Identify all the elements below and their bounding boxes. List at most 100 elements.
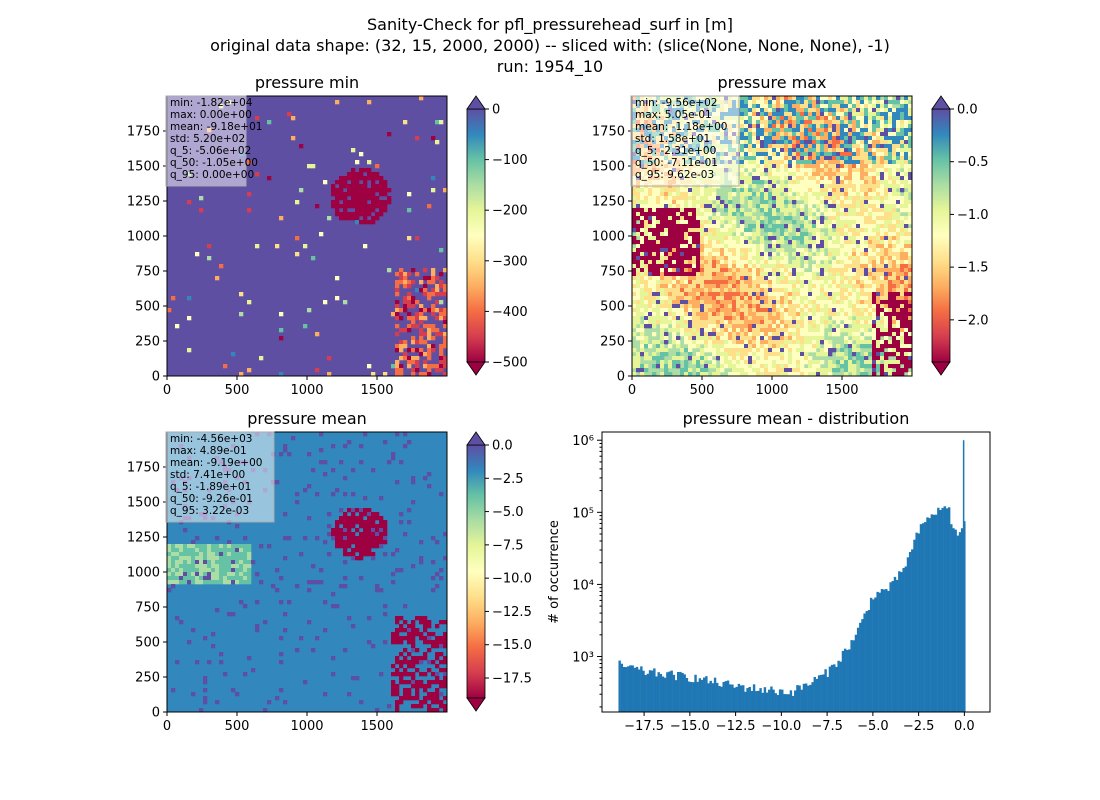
heatmap-cell — [772, 168, 777, 173]
heatmap-cell — [692, 336, 697, 341]
heatmap-cell — [784, 144, 789, 149]
heatmap-cell — [880, 288, 885, 293]
heatmap-cell — [884, 216, 889, 221]
heatmap-cell — [748, 164, 753, 169]
heatmap-cell — [780, 124, 785, 129]
heatmap-cell — [680, 228, 685, 233]
heatmap-cell — [872, 188, 877, 193]
heatmap-cell — [652, 276, 657, 281]
heatmap-cell — [896, 164, 901, 169]
heatmap-cell — [772, 276, 777, 281]
heatmap-cell — [724, 224, 729, 229]
heatmap-cell — [684, 292, 689, 297]
heatmap-cell — [708, 312, 713, 317]
heatmap-cell — [371, 184, 376, 189]
heatmap-cell — [688, 188, 693, 193]
heatmap-cell — [824, 160, 829, 165]
heatmap-cell — [880, 172, 885, 177]
heatmap-cell — [664, 368, 669, 373]
heatmap-cell — [776, 148, 781, 153]
heatmap-cell — [820, 312, 825, 317]
heatmap-cell — [704, 312, 709, 317]
heatmap-cell — [856, 100, 861, 105]
heatmap-cell — [696, 340, 701, 345]
heatmap-cell — [876, 368, 881, 373]
heatmap-cell — [796, 356, 801, 361]
heatmap-cell — [800, 204, 805, 209]
heatmap-cell — [744, 324, 749, 329]
heatmap-cell — [744, 132, 749, 137]
heatmap-cell — [904, 304, 909, 309]
heatmap-cell — [776, 268, 781, 273]
heatmap-cell — [768, 120, 773, 125]
heatmap-cell — [395, 300, 400, 305]
heatmap-cell — [732, 324, 737, 329]
heatmap-cell — [868, 148, 873, 153]
heatmap-cell — [808, 196, 813, 201]
heatmap-cell — [856, 204, 861, 209]
heatmap-cell — [672, 304, 677, 309]
heatmap-cell — [371, 220, 376, 225]
heatmap-cell — [872, 300, 877, 305]
heatmap-cell — [788, 100, 793, 105]
heatmap-cell — [884, 124, 889, 129]
heatmap-cell — [828, 96, 833, 101]
heatmap-cell — [900, 344, 905, 349]
heatmap-cell — [652, 256, 657, 261]
heatmap-cell — [716, 344, 721, 349]
heatmap-cell — [692, 232, 697, 237]
heatmap-cell — [804, 136, 809, 141]
heatmap-cell — [816, 264, 821, 269]
heatmap-cell — [660, 276, 665, 281]
heatmap-cell — [856, 236, 861, 241]
heatmap-cell — [852, 132, 857, 137]
heatmap-cell — [768, 184, 773, 189]
heatmap-cell — [872, 244, 877, 249]
heatmap-cell — [776, 348, 781, 353]
heatmap-cell — [407, 296, 412, 301]
heatmap-cell — [375, 200, 380, 205]
heatmap-cell — [856, 136, 861, 141]
heatmap-cell — [660, 316, 665, 321]
heatmap-cell — [828, 156, 833, 161]
heatmap-cell — [880, 212, 885, 217]
heatmap-cell — [812, 184, 817, 189]
heatmap-cell — [652, 252, 657, 257]
heatmap-cell — [828, 200, 833, 205]
heatmap-cell — [864, 244, 869, 249]
heatmap-cell — [788, 272, 793, 277]
heatmap-cell — [812, 160, 817, 165]
heatmap-cell — [668, 308, 673, 313]
heatmap-cell — [756, 116, 761, 121]
heatmap-cell — [439, 308, 444, 313]
heatmap-cell — [660, 196, 665, 201]
heatmap-cell — [744, 268, 749, 273]
heatmap-cell — [848, 312, 853, 317]
heatmap-cell — [696, 248, 701, 253]
heatmap-cell — [804, 168, 809, 173]
heatmap-cell — [644, 264, 649, 269]
heatmap-cell — [692, 340, 697, 345]
heatmap-cell — [395, 292, 400, 297]
heatmap-cell — [820, 252, 825, 257]
heatmap-cell — [800, 96, 805, 101]
heatmap-cell — [736, 332, 741, 337]
heatmap-cell — [652, 304, 657, 309]
heatmap-cell — [712, 360, 717, 365]
heatmap-cell — [720, 348, 725, 353]
heatmap-cell — [808, 188, 813, 193]
heatmap-cell — [708, 208, 713, 213]
heatmap-cell — [888, 180, 893, 185]
heatmap-cell — [812, 108, 817, 113]
heatmap-cell — [796, 276, 801, 281]
heatmap-cell — [764, 252, 769, 257]
heatmap-cell — [668, 320, 673, 325]
heatmap-cell — [732, 208, 737, 213]
heatmap-cell — [784, 336, 789, 341]
heatmap-cell — [844, 196, 849, 201]
heatmap-cell — [892, 200, 897, 205]
heatmap-cell — [732, 252, 737, 257]
heatmap-cell — [363, 204, 368, 209]
heatmap-cell — [784, 352, 789, 357]
